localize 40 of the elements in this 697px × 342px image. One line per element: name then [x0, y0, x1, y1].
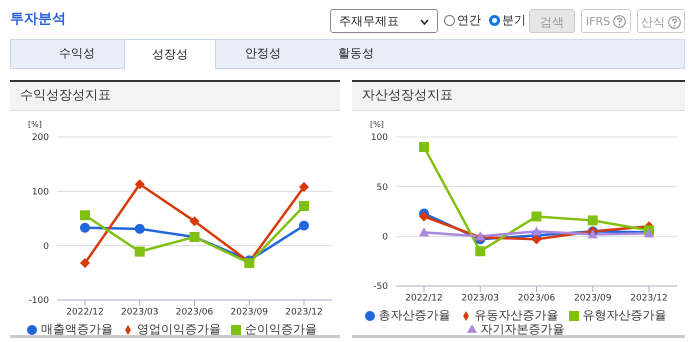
y-axis-title: [%]	[370, 120, 384, 129]
text: 산식	[637, 9, 685, 33]
text: 연간	[456, 12, 481, 29]
chart-title: 수익성장성지표	[10, 82, 340, 111]
x-tick-label: 2022/12	[405, 293, 443, 304]
y-tick-label: 0	[382, 232, 388, 243]
legend-label: 유형자산증가율	[582, 308, 666, 322]
text: 활동성	[337, 45, 375, 62]
x-tick-label: 2023/03	[462, 293, 499, 304]
text: 주재무제표	[330, 9, 438, 33]
y-tick-label: 100	[32, 188, 50, 198]
legend-label: 순이익증가율	[245, 322, 317, 336]
text: 수익성	[58, 45, 96, 62]
legend-label: 매출액증가율	[41, 322, 113, 336]
text: 분기	[501, 12, 526, 29]
y-tick-label: -50	[373, 282, 388, 292]
y-tick-label: 0	[43, 242, 50, 252]
x-tick-label: 2023/12	[630, 293, 668, 304]
x-tick-label: 2023/06	[518, 293, 556, 304]
y-tick-label: 50	[376, 182, 388, 193]
y-tick-label: -100	[28, 296, 50, 306]
y-axis-title: [%]	[28, 120, 42, 129]
legend-label: 유동자산증가율	[474, 308, 558, 322]
y-tick-label: 200	[32, 133, 50, 144]
x-tick-label: 2022/12	[66, 307, 104, 318]
legend-label: 자기자본증가율	[480, 322, 564, 336]
text: 안정성	[244, 45, 282, 62]
x-tick-label: 2023/06	[176, 307, 214, 318]
x-tick-label: 2023/09	[230, 307, 268, 318]
text: 성장성	[124, 39, 216, 69]
chart-title: 자산성장성지표	[352, 82, 685, 111]
x-tick-label: 2023/03	[121, 307, 158, 318]
y-tick-label: 100	[370, 133, 388, 144]
legend-label: 영업이익증가율	[137, 322, 221, 336]
text: 투자분석	[10, 10, 66, 28]
x-tick-label: 2023/09	[574, 293, 612, 304]
text: IFRS	[581, 9, 631, 33]
x-tick-label: 2023/12	[285, 307, 323, 318]
legend-label: 총자산증가율	[378, 308, 450, 322]
text: 검색	[529, 9, 575, 33]
